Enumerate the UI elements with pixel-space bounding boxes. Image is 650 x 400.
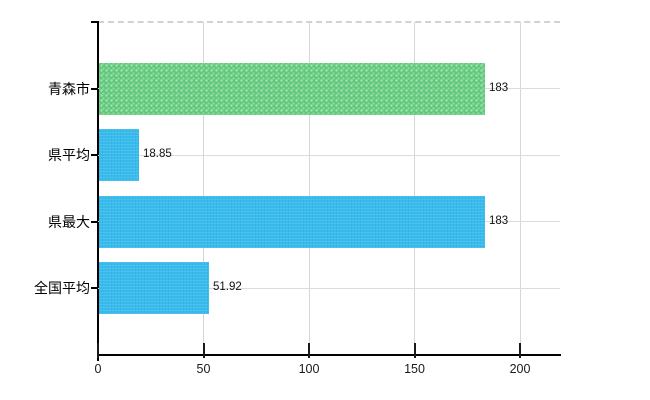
bar-県最大 (99, 195, 485, 248)
x-axis-tick (519, 343, 521, 358)
x-gridline (308, 22, 310, 355)
x-tick-label: 100 (298, 362, 320, 376)
category-label: 青森市 (48, 80, 90, 97)
x-axis-tick (413, 343, 416, 358)
value-label: 183 (489, 214, 509, 227)
x-gridline (519, 22, 521, 355)
x-tick-label: 150 (404, 362, 425, 376)
bar-全国平均 (99, 262, 209, 315)
x-tick-label: 50 (196, 362, 211, 376)
category-label: 県最大 (48, 213, 90, 230)
x-axis-tick (97, 343, 99, 358)
bar-県平均 (99, 129, 139, 182)
category-label: 全国平均 (34, 280, 90, 297)
x-gridline (414, 22, 415, 355)
category-label: 県平均 (48, 147, 90, 164)
category-gridline (98, 154, 560, 156)
category-tick (91, 154, 98, 157)
x-axis-tick (202, 343, 205, 358)
bar-青森市 (99, 62, 485, 115)
value-label: 183 (489, 81, 509, 94)
x-tick-label: 200 (509, 362, 531, 376)
category-tick (91, 87, 98, 90)
value-label: 51.92 (213, 281, 242, 294)
category-gridline (98, 287, 560, 289)
x-tick-label: 0 (94, 362, 102, 376)
x-axis-tick (308, 343, 310, 358)
plot-top-border (98, 21, 560, 23)
x-gridline (203, 22, 204, 355)
y-axis-top-tick (91, 21, 98, 23)
y-axis-line (97, 21, 99, 361)
value-label: 18.85 (143, 148, 172, 161)
category-tick (91, 287, 98, 290)
category-tick (91, 220, 98, 223)
x-axis-line (97, 354, 561, 356)
